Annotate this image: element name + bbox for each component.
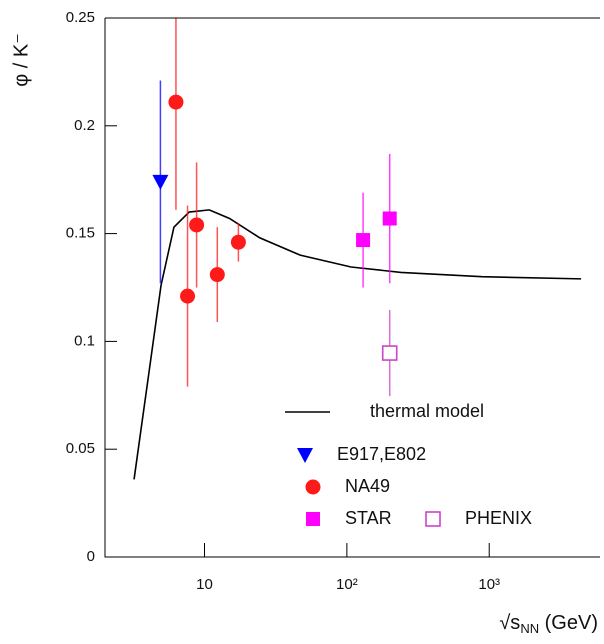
x-axis-title-part: √s (499, 612, 520, 634)
y-tick-label: 0.1 (74, 332, 95, 349)
legend-label: NA49 (345, 476, 390, 496)
legend-label: E917,E802 (337, 444, 426, 464)
legend-marker (305, 479, 321, 495)
y-tick-label: 0 (87, 548, 95, 565)
y-tick-label: 0.25 (66, 9, 95, 26)
data-point (230, 234, 246, 250)
y-tick-label: 0.15 (66, 225, 95, 242)
y-tick-label: 0.2 (74, 117, 95, 134)
legend-label: PHENIX (465, 508, 532, 528)
legend-marker (297, 448, 313, 463)
data-point (168, 94, 184, 110)
legend-label: STAR (345, 508, 392, 528)
legend-marker (306, 512, 320, 526)
x-axis-title-part: (GeV) (539, 612, 598, 634)
x-tick-label: 10³ (478, 576, 500, 593)
data-point (189, 217, 205, 233)
legend-marker (425, 511, 441, 527)
x-axis-title: √sNN (GeV) (499, 612, 598, 636)
legend-label: thermal model (370, 401, 484, 421)
data-point (356, 233, 371, 248)
x-axis-title-sub: NN (520, 621, 539, 636)
x-tick-label: 10² (336, 576, 358, 593)
data-point (382, 211, 397, 226)
y-tick-label: 0.05 (66, 440, 95, 457)
data-point (180, 288, 196, 304)
y-axis-title: φ / K⁻ (10, 33, 32, 87)
data-point (152, 174, 169, 190)
data-point (381, 345, 398, 361)
x-tick-label: 10 (196, 576, 213, 593)
data-point (209, 267, 225, 283)
thermal-model-line (133, 209, 582, 480)
plot-area (133, 18, 582, 480)
